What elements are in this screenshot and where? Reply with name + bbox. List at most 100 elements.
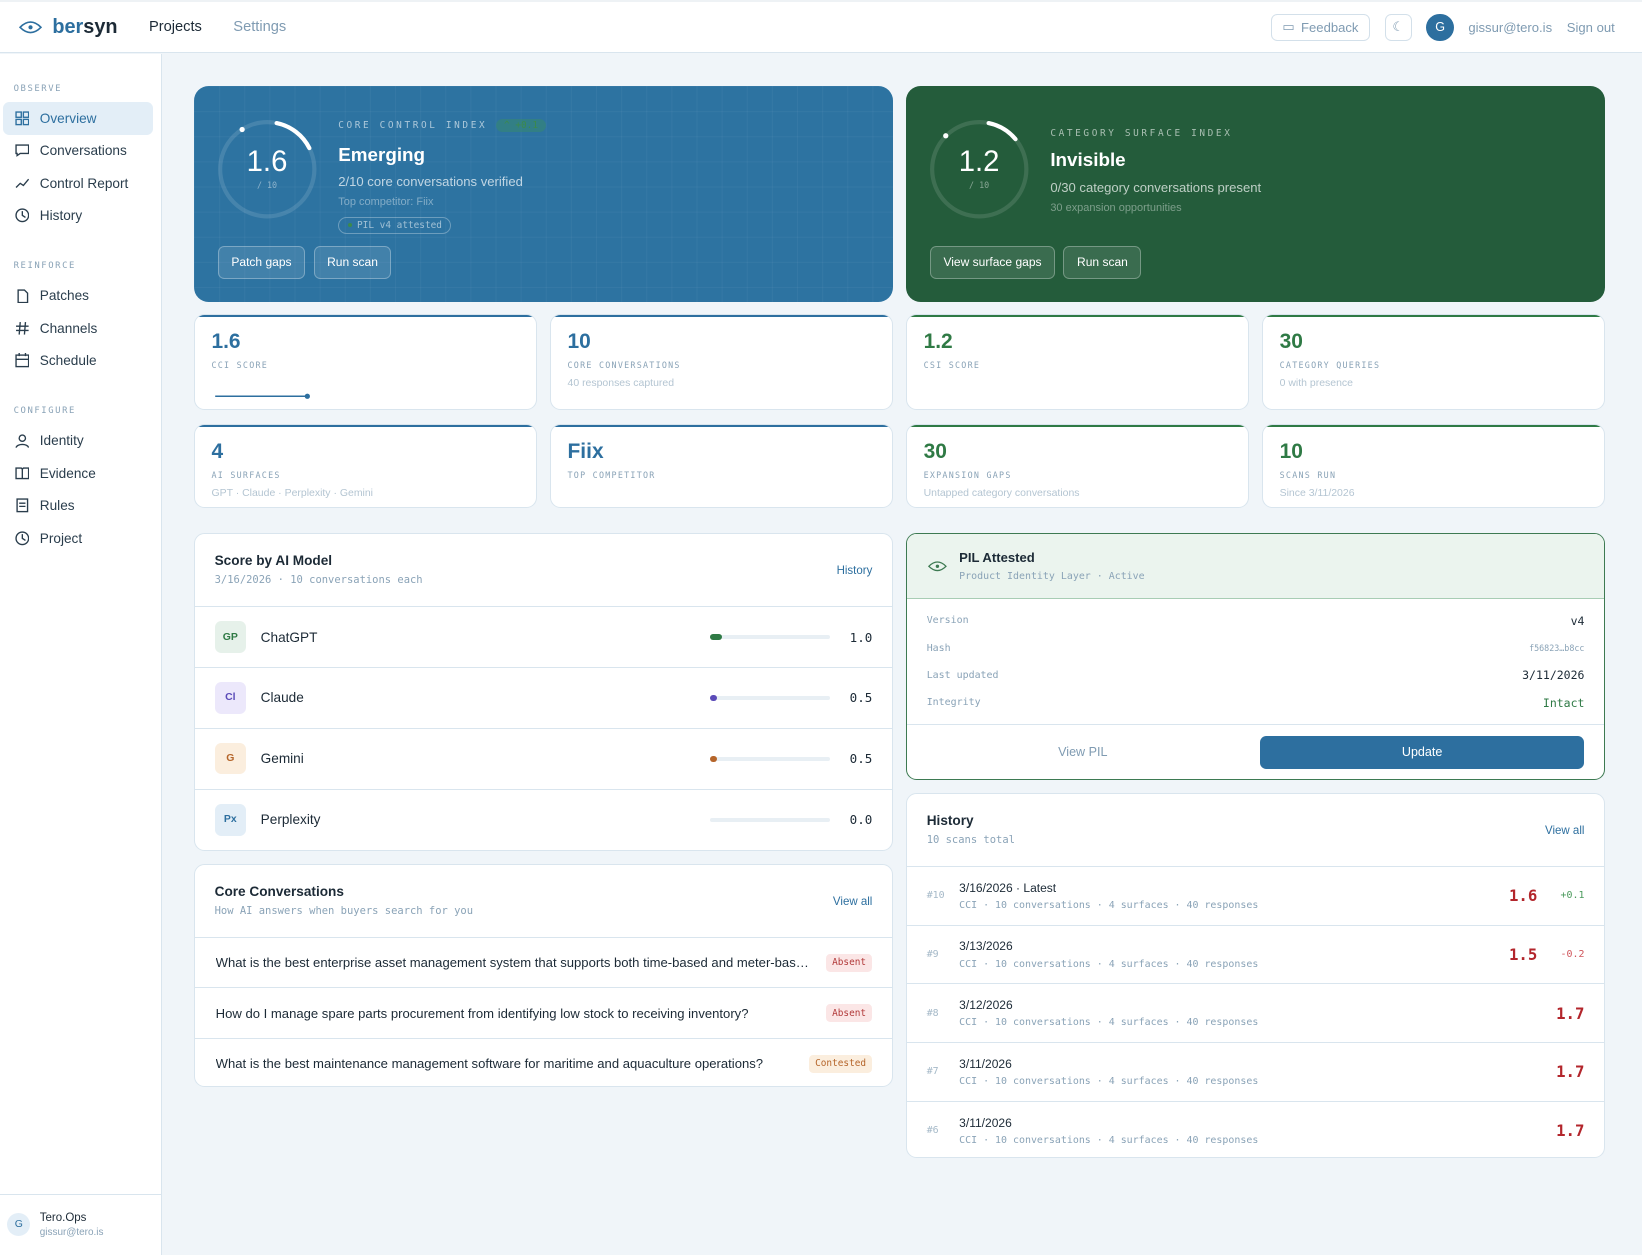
nav-projects[interactable]: Projects [148, 19, 202, 36]
sidebar-item-patches[interactable]: Patches [3, 280, 153, 312]
scan-date: 3/13/2026 [959, 939, 1013, 954]
scan-date: 3/16/2026 · Latest [959, 880, 1057, 895]
stat-card: 4 AI SURFACES GPT · Claude · Perplexity · … [193, 424, 538, 508]
update-button[interactable]: Update [1259, 736, 1585, 769]
stat-card: 10 SCANS RUN Since 3/11/2026 [1261, 424, 1606, 508]
history-link[interactable]: History [836, 565, 873, 578]
card-subtitle: 3/16/2026 · 10 conversations each [214, 574, 423, 587]
eye-icon [18, 21, 42, 34]
view-surface-gaps-button[interactable]: View surface gaps [929, 246, 1056, 279]
stat-value: 30 [923, 439, 947, 463]
history-row[interactable]: #6 3/11/2026 CCI · 10 conversations · 4 su… [907, 1102, 1605, 1158]
csi-sub: 0/30 category conversations present [1050, 179, 1262, 195]
model-row[interactable]: GP ChatGPT 1.0 [194, 607, 893, 669]
stat-sub: Untapped category conversations [923, 488, 1080, 500]
sidebar-item-label: Schedule [39, 353, 97, 369]
stat-label: EXPANSION GAPS [923, 470, 1012, 481]
user-name: Tero.Ops [39, 1211, 87, 1224]
sidebar-item-evidence[interactable]: Evidence [3, 457, 153, 489]
user-avatar: G [7, 1213, 31, 1237]
stat-card: 30 EXPANSION GAPS Untapped category conver… [905, 424, 1250, 508]
view-pil-button[interactable]: View PIL [1058, 745, 1108, 760]
sidebar-item-label: Channels [39, 320, 98, 336]
stat-label: SCANS RUN [1279, 470, 1337, 481]
logo[interactable]: bersyn [18, 16, 118, 39]
core-conversations-card: Core Conversations How AI answers when bu… [193, 863, 894, 1087]
card-subtitle: 10 scans total [926, 833, 1015, 846]
stat-value: 10 [1279, 439, 1303, 463]
view-all-link[interactable]: View all [832, 896, 873, 909]
avatar[interactable]: G [1426, 13, 1454, 41]
field-value: 3/11/2026 [1522, 668, 1585, 683]
conversation-row[interactable]: What is the best maintenance management … [195, 1039, 893, 1086]
overview-icon [15, 111, 29, 126]
sidebar-item-project[interactable]: Project [3, 522, 153, 554]
stat-label: CATEGORY QUERIES [1279, 360, 1381, 371]
model-badge: Px [214, 804, 247, 836]
model-row[interactable]: G Gemini 0.5 [194, 729, 893, 790]
conversations-icon [15, 144, 29, 158]
stat-label: TOP COMPETITOR [567, 470, 656, 481]
schedule-icon [15, 353, 29, 368]
nav-settings[interactable]: Settings [233, 19, 287, 36]
scan-number: #7 [926, 1066, 939, 1078]
score-bar [710, 694, 831, 702]
model-score: 0.5 [849, 751, 873, 767]
cci-status: Emerging [338, 143, 426, 165]
scan-date: 3/11/2026 [959, 1056, 1012, 1071]
sidebar-user[interactable]: G Tero.Ops gissur@tero.is [0, 1193, 163, 1255]
theme-toggle[interactable]: ☾ [1384, 13, 1412, 41]
run-scan-button[interactable]: Run scan [1063, 246, 1142, 279]
stat-value: 1.2 [923, 329, 953, 353]
moon-icon: ☾ [1392, 19, 1405, 35]
stat-value: 30 [1279, 329, 1303, 353]
view-all-link[interactable]: View all [1545, 825, 1585, 838]
cci-competitor: Top competitor: Fiix [338, 196, 434, 209]
sidebar-item-conversations[interactable]: Conversations [3, 135, 153, 167]
section-label: OBSERVE [13, 83, 63, 94]
field-label: Last updated [926, 669, 999, 681]
conversation-question: What is the best maintenance management … [215, 1056, 764, 1072]
run-scan-button[interactable]: Run scan [313, 246, 392, 279]
model-row[interactable]: Px Perplexity 0.0 [195, 790, 893, 851]
scan-date: 3/11/2026 [959, 1115, 1012, 1130]
sidebar-item-control[interactable]: Control Report [3, 167, 153, 199]
sidebar-item-rules[interactable]: Rules [3, 490, 153, 522]
model-badge: GP [214, 621, 247, 653]
channels-icon [15, 321, 29, 335]
conversation-row[interactable]: What is the best enterprise asset manage… [194, 938, 893, 989]
sidebar-item-channels[interactable]: Channels [3, 312, 153, 344]
stat-value: 1.6 [211, 329, 241, 353]
cci-hero-card: 1.6 / 10 CORE CONTROL INDEX ^ +0.1 Emergi… [193, 85, 894, 302]
sidebar-item-identity[interactable]: Identity [3, 425, 153, 457]
model-row[interactable]: Cl Claude 0.5 [194, 668, 893, 729]
pil-field: Version v4 [907, 607, 1605, 634]
history-row[interactable]: #7 3/11/2026 CCI · 10 conversations · 4 su… [906, 1043, 1605, 1102]
history-row[interactable]: #8 3/12/2026 CCI · 10 conversations · 4 su… [906, 984, 1605, 1043]
stat-card: 1.6 CCI SCORE [193, 314, 538, 411]
history-row[interactable]: #10 3/16/2026 · Latest CCI · 10 conversati… [906, 867, 1605, 926]
card-title: History [926, 812, 974, 828]
sidebar-item-overview[interactable]: Overview [3, 102, 153, 135]
field-value: v4 [1570, 613, 1585, 628]
sidebar-item-label: Identity [39, 433, 84, 449]
sidebar-item-label: Overview [39, 110, 97, 126]
field-label: Version [926, 615, 969, 627]
field-label: Hash [926, 642, 951, 654]
history-row[interactable]: #9 3/13/2026 CCI · 10 conversations · 4 su… [906, 926, 1605, 985]
patches-icon [17, 288, 28, 303]
score-by-model-card: Score by AI Model 3/16/2026 · 10 conversa… [193, 533, 894, 852]
conversation-row[interactable]: How do I manage spare parts procurement … [194, 988, 893, 1039]
feedback-button[interactable]: ▭ Feedback [1270, 13, 1370, 41]
field-value: f56823…b8cc [1529, 643, 1585, 654]
sidebar-item-schedule[interactable]: Schedule [3, 345, 153, 377]
sidebar-item-history[interactable]: History [3, 200, 153, 232]
stat-card: 1.2 CSI SCORE [905, 314, 1250, 411]
patch-gaps-button[interactable]: Patch gaps [217, 246, 306, 279]
scan-number: #10 [926, 890, 945, 902]
scan-meta: CCI · 10 conversations · 4 surfaces · 40… [959, 899, 1259, 911]
scan-delta: +0.1 [1560, 890, 1585, 902]
sign-out-link[interactable]: Sign out [1566, 19, 1615, 35]
stat-sub: 40 responses captured [567, 378, 675, 390]
stat-value: 4 [211, 439, 224, 463]
